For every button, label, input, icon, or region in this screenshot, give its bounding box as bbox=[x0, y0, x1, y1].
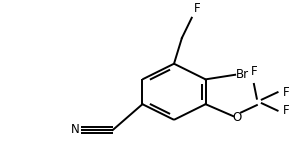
Text: Br: Br bbox=[236, 68, 249, 81]
Text: F: F bbox=[282, 104, 289, 117]
Text: O: O bbox=[232, 112, 242, 125]
Text: N: N bbox=[71, 123, 79, 137]
Text: F: F bbox=[251, 65, 257, 78]
Text: F: F bbox=[194, 2, 200, 15]
Text: F: F bbox=[282, 86, 289, 99]
